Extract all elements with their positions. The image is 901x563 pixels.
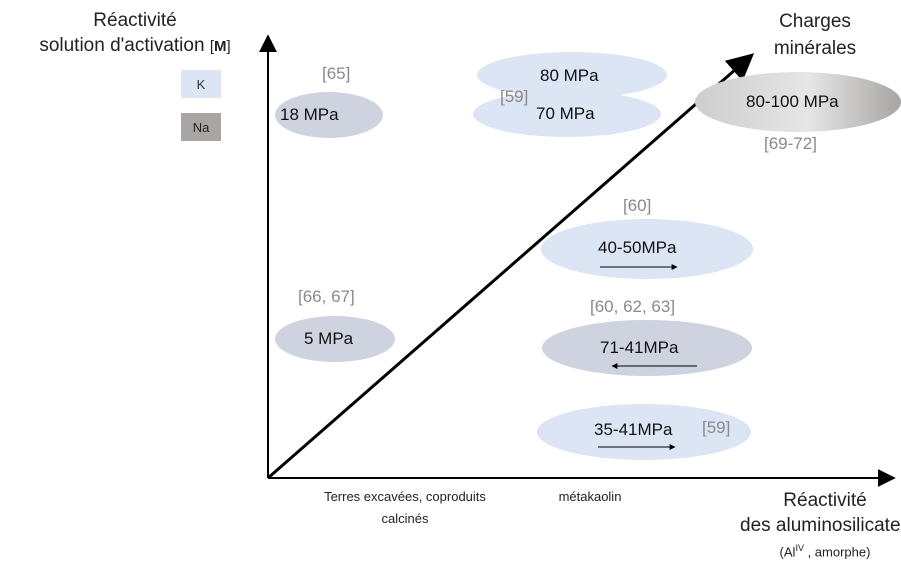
x-axis-sublabel: (AlIV , amorphe) (740, 538, 901, 562)
y-axis-label-text: solution d'activation (39, 35, 205, 56)
ref-59-top: [59] (500, 87, 529, 106)
x-axis-sub-sup: IV (795, 543, 804, 553)
bubble-80mpa (477, 52, 667, 98)
ref-65: [65] (322, 64, 351, 83)
bubble-35-41mpa (537, 404, 751, 460)
value-80mpa: 80 MPa (540, 66, 599, 85)
ref-60-62-63: [60, 62, 63] (590, 297, 676, 316)
x-axis-label-line2: des aluminosilicates (740, 515, 901, 536)
x-axis-sub-suffix: , amorphe) (803, 544, 871, 560)
category-left-line1: Terres excavées, coproduits (324, 489, 486, 504)
y-axis-label-line1: Réactivité (93, 10, 177, 31)
bubble-5mpa (275, 316, 395, 362)
charges-line1: Charges (779, 11, 851, 32)
legend-k-swatch: K (181, 70, 221, 98)
legend-na-swatch: Na (181, 113, 221, 141)
category-terres-excavees: Terres excavées, coproduits calcinés (290, 486, 520, 530)
y-axis-label: Réactivité solution d'activation [M] (0, 8, 270, 59)
value-71-41mpa: 71-41MPa (600, 338, 679, 357)
charges-line2: minérales (773, 38, 857, 59)
value-18mpa: 18 MPa (280, 105, 339, 124)
bubble-40-50mpa (541, 219, 753, 279)
value-40-50mpa: 40-50MPa (598, 238, 677, 257)
ref-66-67: [66, 67] (298, 287, 355, 306)
diagonal-arrow (267, 53, 755, 480)
charges-minerales-label: Charges minérales (740, 8, 890, 62)
category-metakaolin: métakaolin (558, 489, 622, 504)
x-axis-label: Réactivité des aluminosilicates (AlIV , … (740, 488, 901, 562)
y-axis-unit-open: [ (209, 38, 214, 55)
ref-60: [60] (623, 196, 652, 215)
ref-69-72: [69-72] (764, 134, 817, 153)
value-35-41mpa: 35-41MPa (594, 420, 673, 439)
bubble-80-100mpa (695, 72, 901, 132)
value-70mpa: 70 MPa (536, 104, 595, 123)
ref-59-bottom: [59] (702, 418, 731, 437)
x-axis-sub-prefix: (Al (779, 544, 796, 560)
category-left-line2: calcinés (381, 511, 429, 526)
value-80-100mpa: 80-100 MPa (746, 92, 839, 111)
bubble-18mpa (275, 92, 383, 138)
bubble-71-41mpa (542, 320, 752, 376)
x-axis-label-line1: Réactivité (783, 490, 867, 511)
y-axis-unit: M (214, 38, 227, 55)
bubble-70mpa (473, 91, 661, 137)
y-axis-label-line2: solution d'activation [M] (0, 33, 270, 59)
value-5mpa: 5 MPa (304, 329, 354, 348)
y-axis-unit-close: ] (226, 38, 231, 55)
